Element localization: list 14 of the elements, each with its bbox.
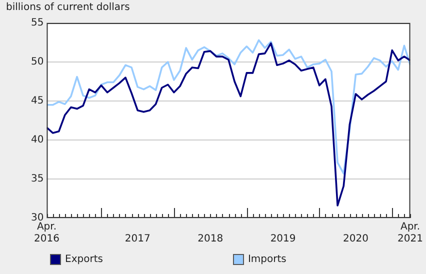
x-tick-label: 2019 <box>270 234 296 245</box>
x-tick-label: 2020 <box>343 234 368 245</box>
x-tick-label: 2018 <box>198 234 224 245</box>
y-axis-title: billions of current dollars <box>6 2 130 13</box>
y-tick-label: 45 <box>30 96 44 107</box>
x-tick-label: Apr. 2021 <box>398 222 423 245</box>
legend-label: Exports <box>65 254 103 265</box>
y-tick-label: 50 <box>30 56 44 68</box>
y-tick-label: 40 <box>30 134 44 146</box>
y-tick-label: 35 <box>30 174 44 185</box>
x-tick-label: 2017 <box>124 234 150 245</box>
legend-label: Imports <box>248 254 286 265</box>
x-tick-label: Apr. 2016 <box>34 222 60 245</box>
y-tick-label: 55 <box>30 18 44 29</box>
